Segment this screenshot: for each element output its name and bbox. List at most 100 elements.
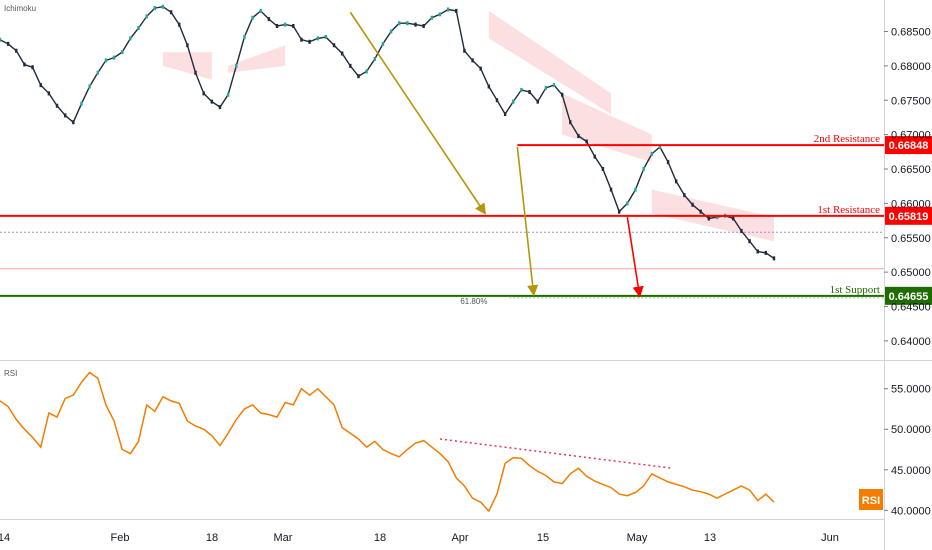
price-point (642, 167, 645, 171)
price-point (569, 120, 572, 125)
cloud-band (162, 52, 212, 80)
price-point (691, 202, 694, 207)
price-point (153, 6, 156, 11)
price-point (398, 21, 401, 26)
price-point (6, 41, 10, 46)
projection-arrows (349, 11, 644, 298)
price-point (129, 36, 132, 41)
level-badge (885, 206, 932, 225)
time-tick-label: Apr (451, 532, 468, 544)
price-point (699, 209, 702, 214)
price-point (275, 24, 279, 28)
price-point (658, 145, 662, 149)
rsi-badge-label: RSI (862, 495, 880, 507)
price-point (235, 63, 238, 68)
price-point (520, 87, 523, 92)
price-point (357, 74, 360, 79)
price-point (202, 91, 205, 96)
price-point (756, 249, 759, 254)
price-tick-label: 0.67000 (891, 130, 931, 142)
price-point (243, 35, 246, 39)
price-point (15, 48, 18, 53)
price-point (389, 29, 393, 34)
time-tick-label: Feb (111, 532, 130, 544)
price-point (406, 21, 409, 26)
price-point (112, 55, 116, 60)
time-tick-label: 18 (374, 532, 386, 544)
fib-label: 61.80% (460, 297, 487, 306)
price-point (422, 24, 425, 28)
time-tick-label: 15 (537, 532, 549, 544)
price-point (251, 15, 254, 20)
price-point (300, 37, 303, 42)
price-point (169, 10, 173, 15)
price-point (536, 99, 539, 104)
price-point (267, 17, 271, 22)
price-point (186, 43, 189, 48)
price-tick-label: 0.64500 (891, 302, 931, 314)
price-point (650, 151, 653, 156)
price-point (308, 39, 311, 44)
price-point (72, 120, 75, 125)
price-line (0, 5, 775, 259)
price-point (593, 154, 596, 159)
price-point (577, 134, 580, 138)
price-point (715, 215, 719, 220)
thin-levels (0, 231, 884, 270)
price-point (495, 98, 499, 103)
rsi-trendline (439, 438, 673, 469)
price-point (626, 201, 629, 206)
price-point (31, 65, 34, 70)
time-tick-label: Jun (821, 532, 839, 544)
price-point (121, 50, 124, 55)
price-point (748, 239, 751, 244)
price-point (618, 209, 621, 214)
price-tick-label: 0.68500 (891, 27, 931, 39)
time-tick-label: Mar (274, 532, 293, 544)
price-point (178, 22, 181, 27)
level-value: 0.64655 (889, 291, 929, 303)
price-point (137, 26, 140, 31)
ichimoku-cloud (162, 10, 774, 242)
price-point (634, 187, 637, 192)
rsi-tick-label: 45.0000 (891, 465, 931, 477)
price-point (194, 70, 197, 75)
time-axis: 14 Feb 18 Mar 18 Apr 15 May 13 Jun (0, 532, 839, 544)
price-point (316, 36, 319, 41)
price-point (96, 70, 99, 75)
price-point (365, 69, 368, 74)
arrow-2 (516, 146, 539, 297)
price-point (218, 105, 222, 110)
price-point (455, 8, 458, 13)
price-point (732, 216, 735, 221)
level-name: 2nd Resistance (814, 133, 880, 145)
price-point (585, 139, 588, 144)
price-point (332, 43, 336, 48)
price-point (683, 193, 686, 198)
price-point (503, 112, 507, 116)
cloud-band (228, 45, 286, 73)
level-badge (885, 286, 932, 305)
rsi-axis: 55.0000 50.0000 45.0000 40.0000 (884, 384, 931, 517)
price-point (446, 7, 450, 12)
price-point (292, 24, 295, 28)
level-name: 1st Support (830, 284, 880, 296)
rsi-badge (859, 489, 883, 510)
time-tick-label: 18 (206, 532, 218, 544)
key-levels: 2nd Resistance 0.66848 1st Resistance 0.658… (0, 133, 932, 306)
price-point (283, 22, 287, 27)
price-point (552, 83, 556, 88)
price-tick-label: 0.67500 (891, 95, 931, 107)
price-point (63, 113, 67, 118)
level-value: 0.65819 (889, 211, 929, 223)
price-point (349, 63, 352, 68)
level-value: 0.66848 (889, 140, 929, 152)
price-point (487, 84, 491, 89)
price-point (340, 51, 344, 56)
price-point (381, 41, 385, 46)
cloud-band (488, 10, 612, 114)
price-point (80, 101, 83, 106)
price-point (479, 66, 482, 71)
price-point (471, 58, 474, 63)
time-tick-label: May (627, 532, 648, 544)
